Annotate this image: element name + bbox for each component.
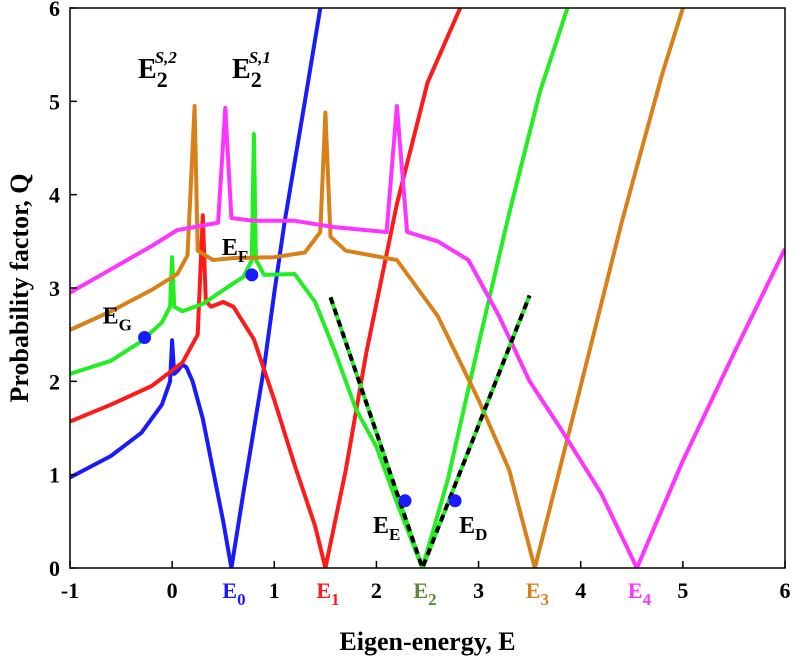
annotation-e2-s2: E2S,2	[138, 48, 177, 92]
marker-label: EE	[373, 513, 400, 544]
marker-point	[245, 268, 259, 282]
x-tick-label: 5	[677, 578, 688, 603]
x-tick-label: 3	[473, 578, 484, 603]
x-tick-label: 0	[167, 578, 178, 603]
marker-label: EG	[103, 303, 132, 334]
marker-label: ED	[459, 513, 487, 544]
series-line-4	[70, 104, 785, 568]
marker-label: EF	[222, 235, 248, 266]
marker-point	[138, 330, 152, 344]
marker-point	[398, 494, 412, 508]
series-line-0	[70, 8, 323, 568]
point-markers: EG EF EE ED	[103, 235, 488, 544]
y-tick-label: 0	[49, 556, 60, 581]
plot-frame	[69, 7, 786, 569]
y-tick-label: 2	[49, 369, 60, 394]
x-tick-label: 6	[780, 578, 791, 603]
y-tick-label: 4	[49, 183, 60, 208]
marker-point	[448, 494, 462, 508]
curves	[70, 8, 785, 568]
x-tick-label: 4	[575, 578, 586, 603]
annotation-e2-s1: E2S,1	[232, 48, 271, 92]
y-tick-label: 6	[49, 0, 60, 21]
y-tick-label: 1	[49, 463, 60, 488]
series-line-3	[70, 8, 685, 568]
x-axis-title: Eigen-energy, E	[339, 627, 515, 656]
series-line-1	[70, 8, 463, 568]
y-axis-title: Probability factor, Q	[5, 174, 34, 403]
y-tick-label: 3	[49, 276, 60, 301]
e-level-label: E1	[316, 578, 339, 609]
e-level-label: E0	[222, 578, 245, 609]
e-level-label: E2	[413, 578, 436, 609]
e-level-label: E3	[526, 578, 549, 609]
e-level-label: E4	[628, 578, 652, 609]
x-tick-label: 1	[269, 578, 280, 603]
x-tick-label: -1	[61, 578, 79, 603]
y-tick-label: 5	[49, 89, 60, 114]
dashed-fit-underlay	[328, 294, 532, 568]
x-tick-label: 2	[371, 578, 382, 603]
series-line-2	[70, 8, 570, 568]
dashed-fit-line	[328, 294, 532, 568]
